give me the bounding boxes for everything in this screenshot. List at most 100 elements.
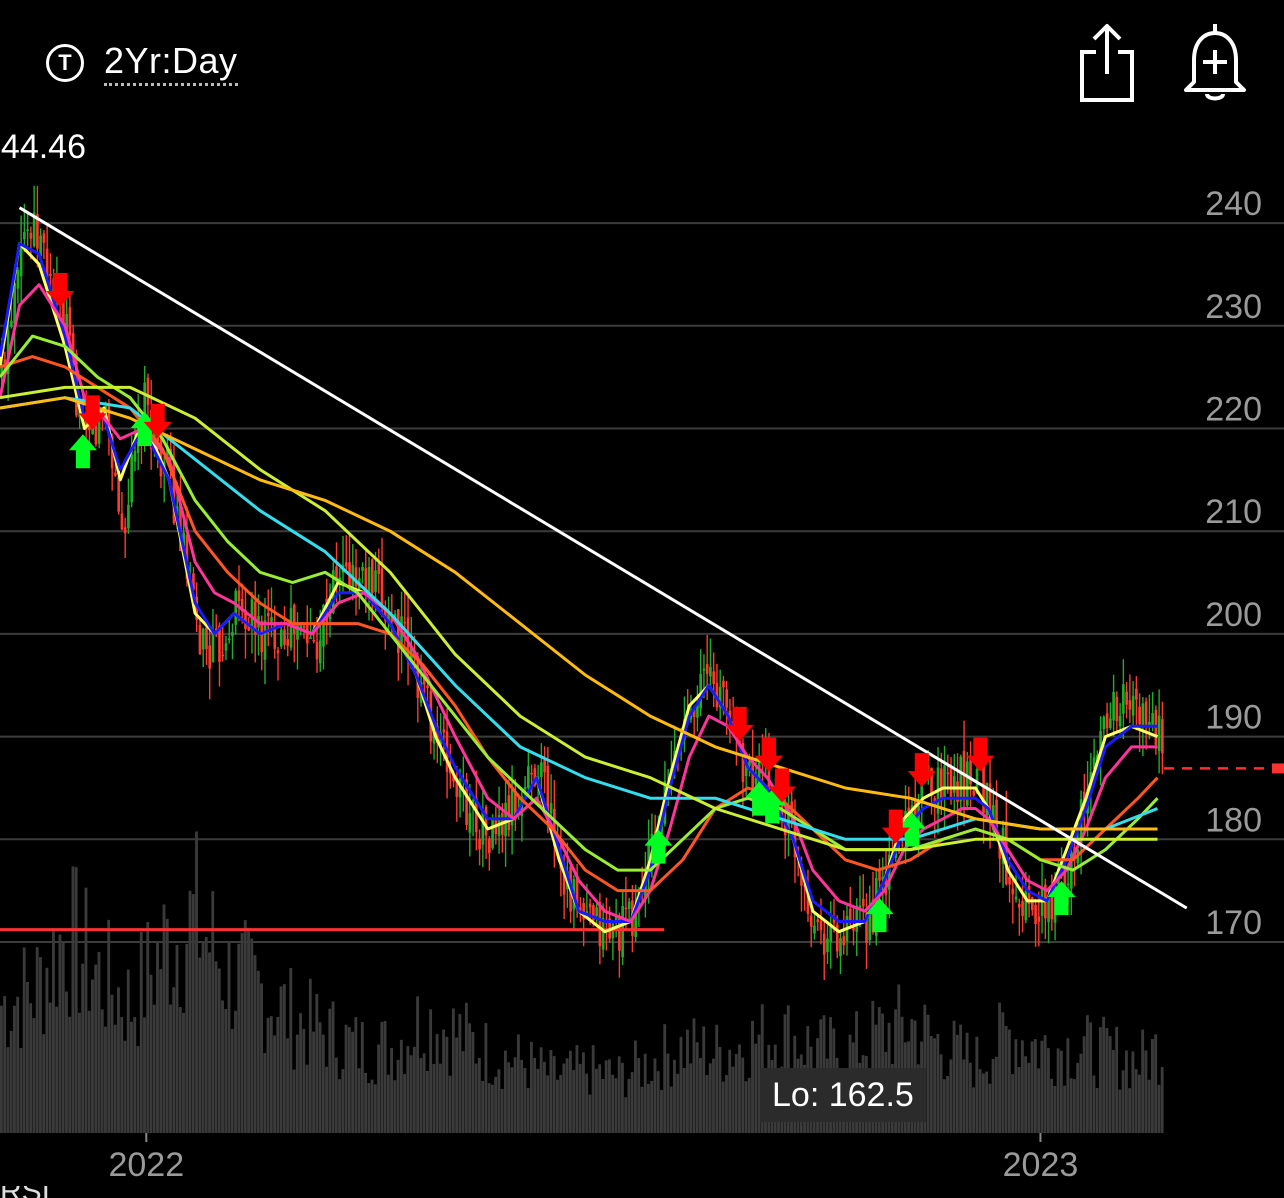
volume-bar <box>292 1069 296 1133</box>
volume-bar <box>312 1031 315 1133</box>
volume-bar <box>991 1058 995 1133</box>
volume-bar <box>22 947 26 1133</box>
ma-line-ma_pink <box>0 283 1158 923</box>
volume-bar <box>708 1063 712 1133</box>
x-tick-label: 2023 <box>1003 1146 1079 1184</box>
candle-body <box>822 933 826 955</box>
candle-body <box>273 622 277 649</box>
candle-body <box>296 623 299 640</box>
candle-body <box>114 472 117 476</box>
candle-body <box>237 590 241 602</box>
volume-bar <box>445 1036 449 1133</box>
volume-bar <box>692 1018 696 1133</box>
candle-body <box>39 235 42 257</box>
candle-body <box>1144 701 1148 728</box>
volume-bar <box>647 1083 650 1133</box>
candle-body <box>527 766 530 789</box>
candle-body <box>884 871 888 895</box>
candle-body <box>422 677 426 685</box>
candle-body <box>380 568 384 607</box>
volume-bar <box>341 1069 345 1133</box>
volume-bar <box>1001 1012 1005 1133</box>
candle-body <box>192 573 195 590</box>
volume-bar <box>526 1087 530 1133</box>
volume-bar <box>572 1070 576 1133</box>
volume-bar <box>289 968 293 1133</box>
volume-bar <box>419 1058 423 1133</box>
volume-bar <box>422 1053 426 1133</box>
candle-body <box>367 566 371 592</box>
candle-body <box>387 611 390 623</box>
candle-body <box>621 906 624 958</box>
share-icon[interactable] <box>1074 22 1140 104</box>
candle-body <box>647 841 650 877</box>
candle-body <box>198 624 202 654</box>
volume-bar <box>84 887 88 1133</box>
bell-plus-icon[interactable] <box>1180 20 1250 104</box>
candle-body <box>985 782 989 816</box>
x-axis: 2022 2023 <box>108 1133 1078 1184</box>
volume-bar <box>425 1070 429 1133</box>
volume-bar <box>608 1059 611 1133</box>
volume-bar <box>604 1060 608 1133</box>
candle-body <box>16 269 20 289</box>
volume-bar <box>643 1053 647 1133</box>
volume-bar <box>552 1056 556 1133</box>
candle-body <box>29 232 33 239</box>
volume-bar <box>172 987 176 1133</box>
volume-bar <box>559 1074 563 1133</box>
high-price-label: 244.46 <box>0 128 86 166</box>
volume-bar <box>81 963 85 1133</box>
candle-body <box>364 568 368 597</box>
volume-bar <box>162 904 166 1133</box>
trendline <box>18 206 1188 910</box>
volume-bar <box>1118 1089 1122 1133</box>
candle-body <box>354 567 358 587</box>
volume-bar <box>949 1059 953 1133</box>
period-selector[interactable]: T 2Yr:Day <box>46 38 238 88</box>
volume-bar <box>146 921 150 1133</box>
volume-bar <box>998 1002 1002 1133</box>
candle-body <box>523 787 527 790</box>
candle-body <box>32 212 36 247</box>
candle-body <box>832 918 836 924</box>
candle-body <box>644 877 647 899</box>
candle-body <box>1112 691 1115 721</box>
volume-bar <box>1105 1028 1109 1133</box>
volume-bar <box>494 1076 498 1133</box>
volume-bar <box>952 1020 956 1133</box>
volume-bar <box>582 1052 585 1133</box>
volume-bar <box>510 1067 514 1133</box>
volume-bar <box>562 1063 566 1133</box>
candle-body <box>582 902 585 920</box>
volume-bar <box>19 1048 23 1133</box>
candle-body <box>562 862 566 895</box>
volume-bar <box>578 1063 582 1133</box>
volume-bar <box>1121 1070 1125 1133</box>
moving-averages <box>0 242 1159 934</box>
candle-body <box>744 765 748 776</box>
volume-bar <box>318 1022 322 1133</box>
volume-bar <box>926 1014 930 1133</box>
volume-bar <box>689 1063 693 1133</box>
volume-bar <box>490 1084 494 1133</box>
period-label[interactable]: 2Yr:Day <box>104 40 238 86</box>
candle-body <box>595 907 598 917</box>
candle-body <box>1027 885 1031 905</box>
volume-bar <box>946 1076 950 1133</box>
volume-bar <box>718 1047 722 1133</box>
volume-bar <box>686 1029 689 1133</box>
sell-arrow <box>143 403 172 438</box>
volume-bar <box>100 1009 104 1133</box>
candle-body <box>302 625 306 628</box>
volume-bar <box>455 1037 459 1133</box>
volume-bar <box>360 1021 364 1133</box>
volume-bar <box>1160 1067 1164 1133</box>
volume-bar <box>130 1021 133 1133</box>
volume-bar <box>1082 1036 1086 1133</box>
volume-bar <box>429 1009 433 1133</box>
volume-bar <box>412 1046 416 1133</box>
volume-bar <box>484 1023 488 1133</box>
candle-body <box>946 772 950 775</box>
